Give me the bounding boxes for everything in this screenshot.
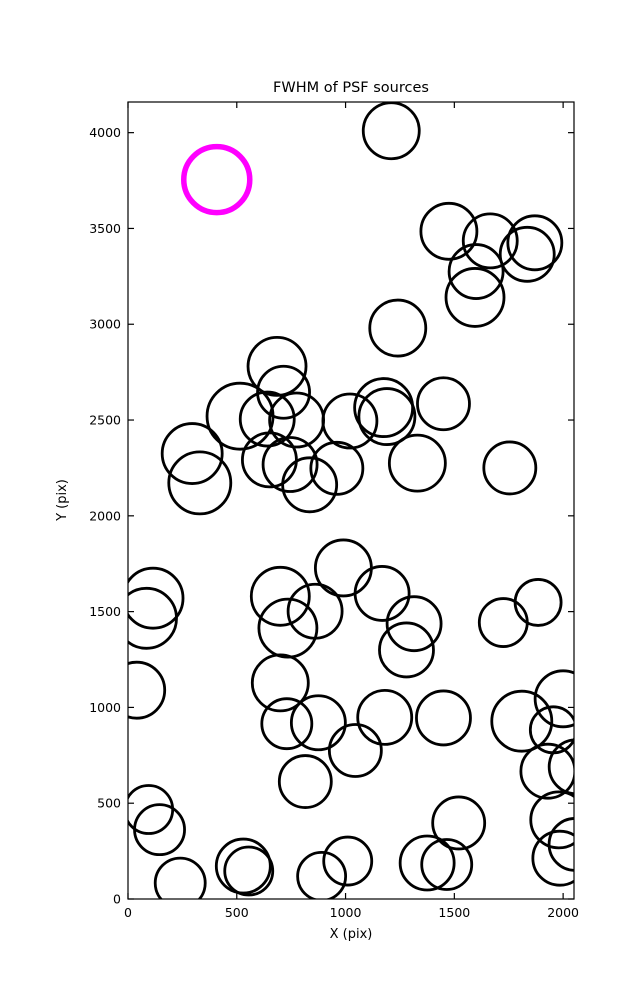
psf-source-circle <box>385 595 443 653</box>
psf-source-circle <box>260 697 314 751</box>
psf-source-circle <box>327 723 383 778</box>
psf-source-circle <box>419 201 479 261</box>
psf-source-circle <box>238 390 296 448</box>
psf-source-circle <box>160 422 224 485</box>
psf-source-circle <box>477 597 529 648</box>
psf-source-circle <box>313 538 373 598</box>
x-axis-label: X (pix) <box>330 927 373 942</box>
y-tick-label: 2500 <box>89 413 121 428</box>
ticks-layer: 0 500 1000 1500 2000 0 500 1000 1500 2000 2500 3000… <box>89 102 579 920</box>
psf-source-circle <box>246 335 308 397</box>
psf-source-circle <box>309 440 365 496</box>
x-tick-label: 1500 <box>438 905 470 920</box>
psf-source-circle <box>398 834 456 892</box>
y-tick-label: 3000 <box>89 317 121 332</box>
psf-source-circle <box>223 845 275 897</box>
y-tick-label: 3500 <box>89 221 121 236</box>
psf-source-circle <box>133 803 186 857</box>
psf-source-circle <box>277 754 333 809</box>
psf-source-circle <box>289 694 347 752</box>
psf-source-circle <box>128 660 167 720</box>
psf-source-circle <box>256 364 311 420</box>
psf-source-circle <box>286 582 344 640</box>
y-axis-label: Y (pix) <box>55 479 70 522</box>
psf-source-circle <box>321 392 379 450</box>
psf-source-circle <box>490 689 554 753</box>
psf-source-circle <box>281 456 339 514</box>
y-tick-label: 0 <box>113 892 121 907</box>
psf-source-circle <box>261 436 319 493</box>
y-tick-label: 4000 <box>89 125 121 140</box>
psf-source-circle <box>513 578 563 627</box>
psf-sources-layer <box>128 102 574 899</box>
psf-source-circle <box>353 565 411 622</box>
y-tick-label: 1500 <box>89 604 121 619</box>
psf-source-circle <box>519 742 574 800</box>
x-tick-label: 0 <box>124 905 132 920</box>
psf-source-circle <box>378 621 435 679</box>
x-tick-label: 500 <box>225 905 249 920</box>
y-tick-label: 500 <box>97 796 121 811</box>
x-tick-label: 1000 <box>330 905 362 920</box>
psf-source-circle <box>447 243 505 300</box>
psf-source-circle <box>128 586 178 650</box>
psf-source-circle <box>547 817 574 872</box>
psf-source-circle <box>241 431 298 489</box>
psf-source-circle <box>506 214 564 272</box>
psf-source-circle <box>357 387 417 446</box>
psf-source-circle <box>296 850 348 899</box>
psf-source-circle <box>482 440 538 496</box>
psf-source-circle <box>547 738 574 796</box>
y-tick-label: 1000 <box>89 700 121 715</box>
psf-source-circle <box>387 433 447 493</box>
psf-source-circle <box>128 784 175 835</box>
psf-source-circle <box>153 856 207 899</box>
psf-source-circle <box>250 653 310 713</box>
psf-source-circle <box>416 376 471 432</box>
psf-source-circle <box>361 102 421 161</box>
psf-source-circle <box>249 565 311 627</box>
psf-source-circle <box>420 838 474 891</box>
psf-source-circle <box>356 688 414 746</box>
x-tick-label: 2000 <box>547 905 579 920</box>
psf-source-circle <box>498 225 556 283</box>
psf-source-circle <box>353 377 415 438</box>
psf-source-circle <box>431 795 487 851</box>
y-tick-label: 2000 <box>89 508 121 523</box>
psf-source-circle <box>415 689 472 747</box>
psf-source-circle <box>531 829 574 887</box>
psf-source-circle <box>529 790 574 850</box>
highlighted-psf-source-circle <box>181 143 253 216</box>
psf-source-circle <box>167 450 233 516</box>
psf-source-circle <box>368 298 428 358</box>
psf-source-circle <box>128 566 185 630</box>
axes-frame <box>127 101 575 900</box>
chart-title: FWHM of PSF sources <box>273 80 429 96</box>
psf-source-circle <box>444 267 506 328</box>
psf-source-circle <box>322 835 374 887</box>
psf-source-circle <box>533 669 574 729</box>
psf-source-circle <box>461 212 519 270</box>
